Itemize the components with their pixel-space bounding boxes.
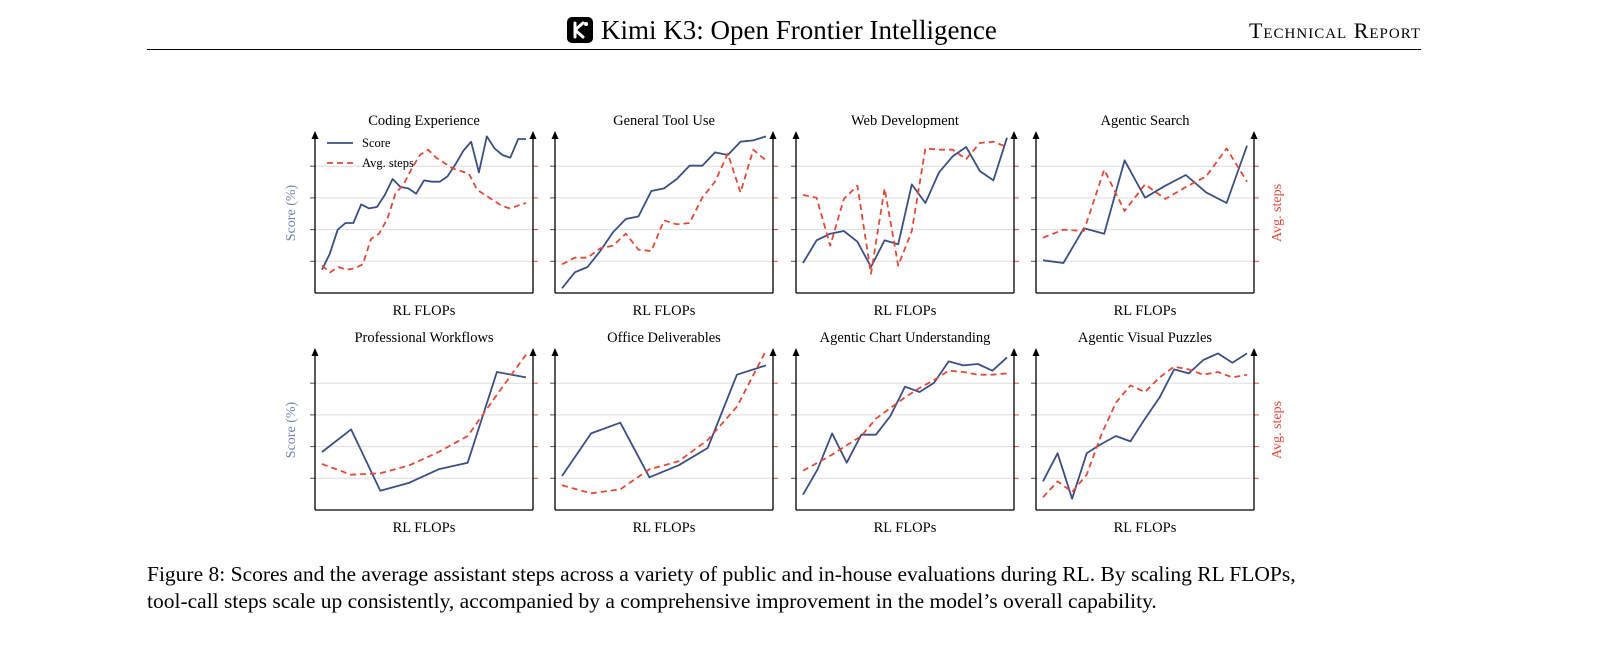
figure-caption: Figure 8: Scores and the average assista… (147, 561, 1427, 615)
y-axis-left-arrow (551, 131, 559, 139)
score-line-1 (561, 135, 767, 289)
steps-line-4 (321, 354, 527, 476)
y-axis-label-4: Score (%) (284, 401, 299, 458)
x-axis-label-1: RL FLOPs (633, 303, 696, 319)
score-line-0 (321, 135, 526, 271)
subplot-title-4: Professional Workflows (354, 330, 493, 346)
subplot-title-7: Agentic Visual Puzzles (1078, 330, 1213, 346)
subplot-title-5: Office Deliverables (607, 330, 721, 346)
steps-line-7 (1042, 365, 1248, 498)
y-axis-label-0: Score (%) (284, 184, 299, 241)
report-type-label: Technical Report (1248, 18, 1421, 43)
y-axis-left-arrow (1032, 131, 1040, 139)
y-axis-right-arrow (1250, 348, 1258, 356)
y-axis-right-arrow (769, 131, 777, 139)
subplot-title-3: Agentic Search (1101, 113, 1191, 129)
y2-axis-label-7: Avg. steps (1270, 401, 1285, 459)
x-axis-label-5: RL FLOPs (633, 520, 696, 536)
x-axis-label-6: RL FLOPs (874, 520, 937, 536)
y-axis-left-arrow (311, 131, 319, 139)
steps-line-1 (561, 148, 767, 266)
score-line-2 (802, 137, 1008, 268)
score-line-5 (561, 364, 767, 479)
subplot-title-1: General Tool Use (613, 113, 715, 129)
y-axis-left-arrow (551, 348, 559, 356)
x-axis-label-2: RL FLOPs (874, 303, 937, 319)
score-line-3 (1042, 145, 1248, 264)
y2-axis-label-3: Avg. steps (1270, 184, 1285, 242)
x-axis-label-0: RL FLOPs (393, 303, 456, 319)
subplot-title-6: Agentic Chart Understanding (820, 330, 991, 346)
x-axis-label-7: RL FLOPs (1114, 520, 1177, 536)
steps-line-5 (561, 350, 767, 495)
subplot-title-0: Coding Experience (368, 113, 480, 129)
x-axis-label-4: RL FLOPs (393, 520, 456, 536)
x-axis-label-3: RL FLOPs (1114, 303, 1177, 319)
y-axis-left-arrow (792, 131, 800, 139)
caption-line-1: Figure 8: Scores and the average assista… (147, 562, 1296, 586)
y-axis-right-arrow (529, 348, 537, 356)
y-axis-left-arrow (792, 348, 800, 356)
page-header: Kimi K3: Open Frontier Intelligence Tech… (147, 0, 1421, 50)
y-axis-right-arrow (1010, 131, 1018, 139)
y-axis-right-arrow (529, 131, 537, 139)
score-line-6 (802, 356, 1008, 496)
legend-score-label: Score (362, 136, 391, 150)
legend-steps-label: Avg. steps (362, 156, 414, 170)
kimi-k-logo-icon (567, 17, 593, 43)
y-axis-left-arrow (1032, 348, 1040, 356)
caption-line-2: tool-call steps scale up consistently, a… (147, 589, 1157, 613)
steps-line-3 (1042, 147, 1248, 239)
steps-line-0 (321, 148, 527, 274)
score-line-4 (321, 371, 527, 492)
steps-line-6 (802, 369, 1008, 472)
header-title-group: Kimi K3: Open Frontier Intelligence (567, 14, 997, 46)
y-axis-right-arrow (1010, 348, 1018, 356)
score-line-7 (1042, 352, 1248, 500)
y-axis-left-arrow (311, 348, 319, 356)
subplot-title-2: Web Development (851, 113, 959, 129)
y-axis-right-arrow (1250, 131, 1258, 139)
report-title: Kimi K3: Open Frontier Intelligence (601, 15, 997, 45)
steps-line-2 (802, 140, 1008, 275)
y-axis-right-arrow (769, 348, 777, 356)
